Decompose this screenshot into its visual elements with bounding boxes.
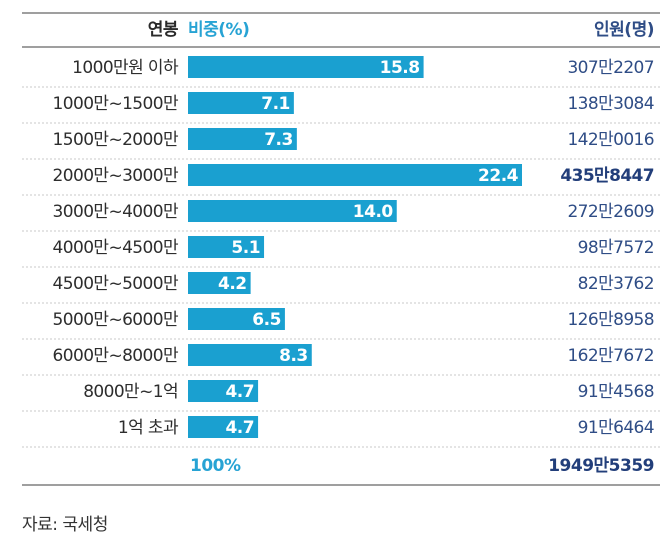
- header-share: 비중(%): [188, 20, 249, 40]
- category-label: 1500만~2000만: [53, 130, 179, 150]
- bar: [188, 56, 424, 78]
- bar-value-label: 4.7: [225, 382, 254, 402]
- bar: [188, 164, 522, 186]
- count-label: 142만0016: [567, 130, 654, 150]
- bar-value-label: 4.7: [225, 418, 254, 438]
- bar: [188, 308, 285, 330]
- bar-value-label: 14.0: [353, 202, 394, 222]
- total-share: 100%: [190, 456, 241, 476]
- category-label: 4500만~5000만: [53, 274, 179, 294]
- chart-rows: 1000만원 이하 15.8 307만2207 1000만~1500만 7.1 138만3…: [22, 56, 660, 448]
- category-label: 1000만~1500만: [53, 94, 179, 114]
- bar: [188, 344, 312, 366]
- count-label: 82만3762: [578, 274, 654, 294]
- bar: [188, 416, 259, 438]
- source-note: 자료: 국세청: [22, 515, 108, 535]
- category-label: 2000만~3000만: [53, 166, 179, 186]
- category-label: 1억 초과: [118, 418, 179, 438]
- bar: [188, 200, 397, 222]
- count-label: 435만8447: [560, 166, 654, 186]
- bar: [188, 92, 294, 114]
- category-label: 3000만~4000만: [53, 202, 179, 222]
- count-label: 98만7572: [578, 238, 654, 258]
- category-label: 6000만~8000만: [53, 346, 179, 366]
- bar: [188, 380, 259, 402]
- bar-value-label: 4.2: [218, 274, 247, 294]
- category-label: 8000만~1억: [83, 382, 178, 402]
- bar: [188, 236, 265, 258]
- category-label: 4000만~4500만: [53, 238, 179, 258]
- count-label: 162만7672: [567, 346, 654, 366]
- header-count: 인원(명): [594, 20, 654, 40]
- total-count: 1949만5359: [548, 456, 654, 476]
- bar-value-label: 6.5: [252, 310, 281, 330]
- category-label: 1000만원 이하: [72, 58, 179, 78]
- count-label: 126만8958: [567, 310, 654, 330]
- bar-value-label: 8.3: [279, 346, 308, 366]
- bar-value-label: 15.8: [380, 58, 420, 78]
- bar-value-label: 22.4: [478, 166, 519, 186]
- header-category: 연봉: [148, 20, 179, 40]
- bar-value-label: 5.1: [231, 238, 260, 258]
- count-label: 91만6464: [578, 418, 654, 438]
- bar-value-label: 7.1: [261, 94, 290, 114]
- salary-distribution-chart: 연봉 비중(%) 인원(명) 1000만원 이하 15.8 307만22071000…: [22, 12, 660, 486]
- count-label: 138만3084: [567, 94, 654, 114]
- category-label: 5000만~6000만: [53, 310, 179, 330]
- bar: [188, 272, 251, 294]
- bar-value-label: 7.3: [264, 130, 293, 150]
- count-label: 307만2207: [567, 58, 654, 78]
- count-label: 91만4568: [578, 382, 654, 402]
- count-label: 272만2609: [567, 202, 654, 222]
- bar: [188, 128, 297, 150]
